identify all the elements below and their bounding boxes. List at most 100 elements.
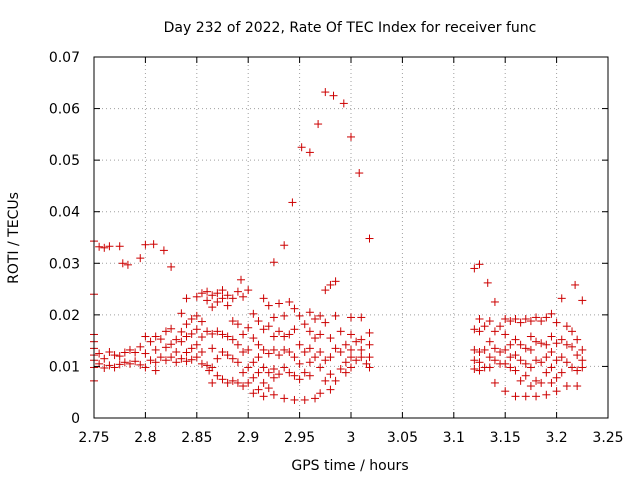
data-point: [177, 337, 186, 346]
data-point: [557, 353, 566, 362]
data-point: [249, 309, 258, 318]
data-point: [365, 340, 374, 349]
data-point: [547, 332, 556, 341]
data-point: [100, 363, 109, 372]
data-point: [357, 335, 366, 344]
data-point: [280, 394, 289, 403]
data-point: [244, 323, 253, 332]
y-axis-label: ROTI / TECUs: [6, 192, 22, 284]
x-tick-label: 2.75: [78, 430, 109, 446]
data-point: [182, 320, 191, 329]
data-point: [562, 382, 571, 391]
data-point: [295, 311, 304, 320]
data-point: [208, 344, 217, 353]
data-point: [290, 353, 299, 362]
data-point: [568, 342, 577, 351]
data-point: [532, 392, 541, 401]
data-point: [470, 356, 479, 365]
data-point: [110, 363, 119, 372]
data-point: [511, 366, 520, 375]
data-point: [485, 353, 494, 362]
data-point: [542, 313, 551, 322]
data-point: [347, 313, 355, 322]
data-point: [516, 318, 525, 327]
data-point: [485, 337, 494, 346]
data-point: [151, 332, 160, 341]
data-point: [259, 378, 268, 387]
data-point: [341, 340, 350, 349]
data-point: [526, 317, 535, 326]
data-point: [254, 368, 263, 377]
data-point: [347, 132, 355, 141]
data-point: [578, 356, 587, 365]
data-point: [470, 345, 479, 354]
data-point: [542, 390, 551, 399]
data-point: [578, 296, 587, 305]
data-point: [228, 376, 237, 385]
data-point: [203, 296, 212, 305]
data-point: [573, 351, 582, 360]
data-point: [314, 120, 323, 129]
data-point: [321, 376, 330, 385]
data-point: [233, 378, 242, 387]
data-point: [557, 294, 566, 303]
data-point: [280, 332, 289, 341]
data-point: [269, 332, 278, 341]
data-point: [511, 351, 520, 360]
data-point: [573, 335, 582, 344]
data-point: [192, 292, 201, 301]
data-point: [537, 339, 546, 348]
data-point: [223, 332, 232, 341]
data-point: [208, 291, 217, 300]
data-point: [347, 330, 355, 339]
data-point: [347, 363, 355, 372]
y-tick-label: 0.07: [49, 50, 80, 66]
data-point: [149, 240, 158, 249]
data-point: [496, 347, 505, 356]
data-point: [167, 353, 176, 362]
data-point: [172, 335, 181, 344]
data-point: [203, 287, 212, 296]
data-point: [285, 297, 294, 306]
data-point: [254, 340, 263, 349]
data-point: [285, 347, 294, 356]
data-point: [249, 358, 258, 367]
data-point: [275, 327, 284, 336]
data-point: [223, 291, 232, 300]
data-point: [182, 357, 191, 366]
data-point: [280, 345, 289, 354]
y-tick-label: 0.03: [49, 256, 80, 272]
data-point: [552, 356, 561, 365]
data-point: [573, 382, 582, 391]
y-tick-label: 0.05: [49, 153, 80, 169]
data-point: [167, 262, 176, 271]
data-point: [321, 356, 330, 365]
data-point: [237, 275, 246, 284]
data-point: [115, 360, 124, 369]
data-point: [352, 337, 361, 346]
data-point: [192, 340, 201, 349]
data-point: [182, 332, 191, 341]
data-point: [239, 330, 248, 339]
data-point: [568, 363, 577, 372]
data-point: [537, 317, 546, 326]
data-point: [203, 361, 212, 370]
data-point: [197, 333, 206, 342]
x-tick-label: 2.9: [237, 430, 259, 446]
data-point: [167, 340, 176, 349]
data-point: [141, 332, 150, 341]
data-point: [136, 360, 145, 369]
data-point: [490, 327, 499, 336]
data-point: [208, 303, 217, 312]
data-point: [532, 356, 541, 365]
data-point: [300, 347, 309, 356]
data-point: [187, 344, 196, 353]
data-point: [233, 340, 242, 349]
data-point: [511, 392, 520, 401]
data-point: [542, 353, 551, 362]
x-tick-label: 3.2: [545, 430, 567, 446]
data-point: [480, 345, 489, 354]
data-point: [552, 318, 561, 327]
data-point: [562, 340, 571, 349]
data-point: [305, 308, 314, 317]
